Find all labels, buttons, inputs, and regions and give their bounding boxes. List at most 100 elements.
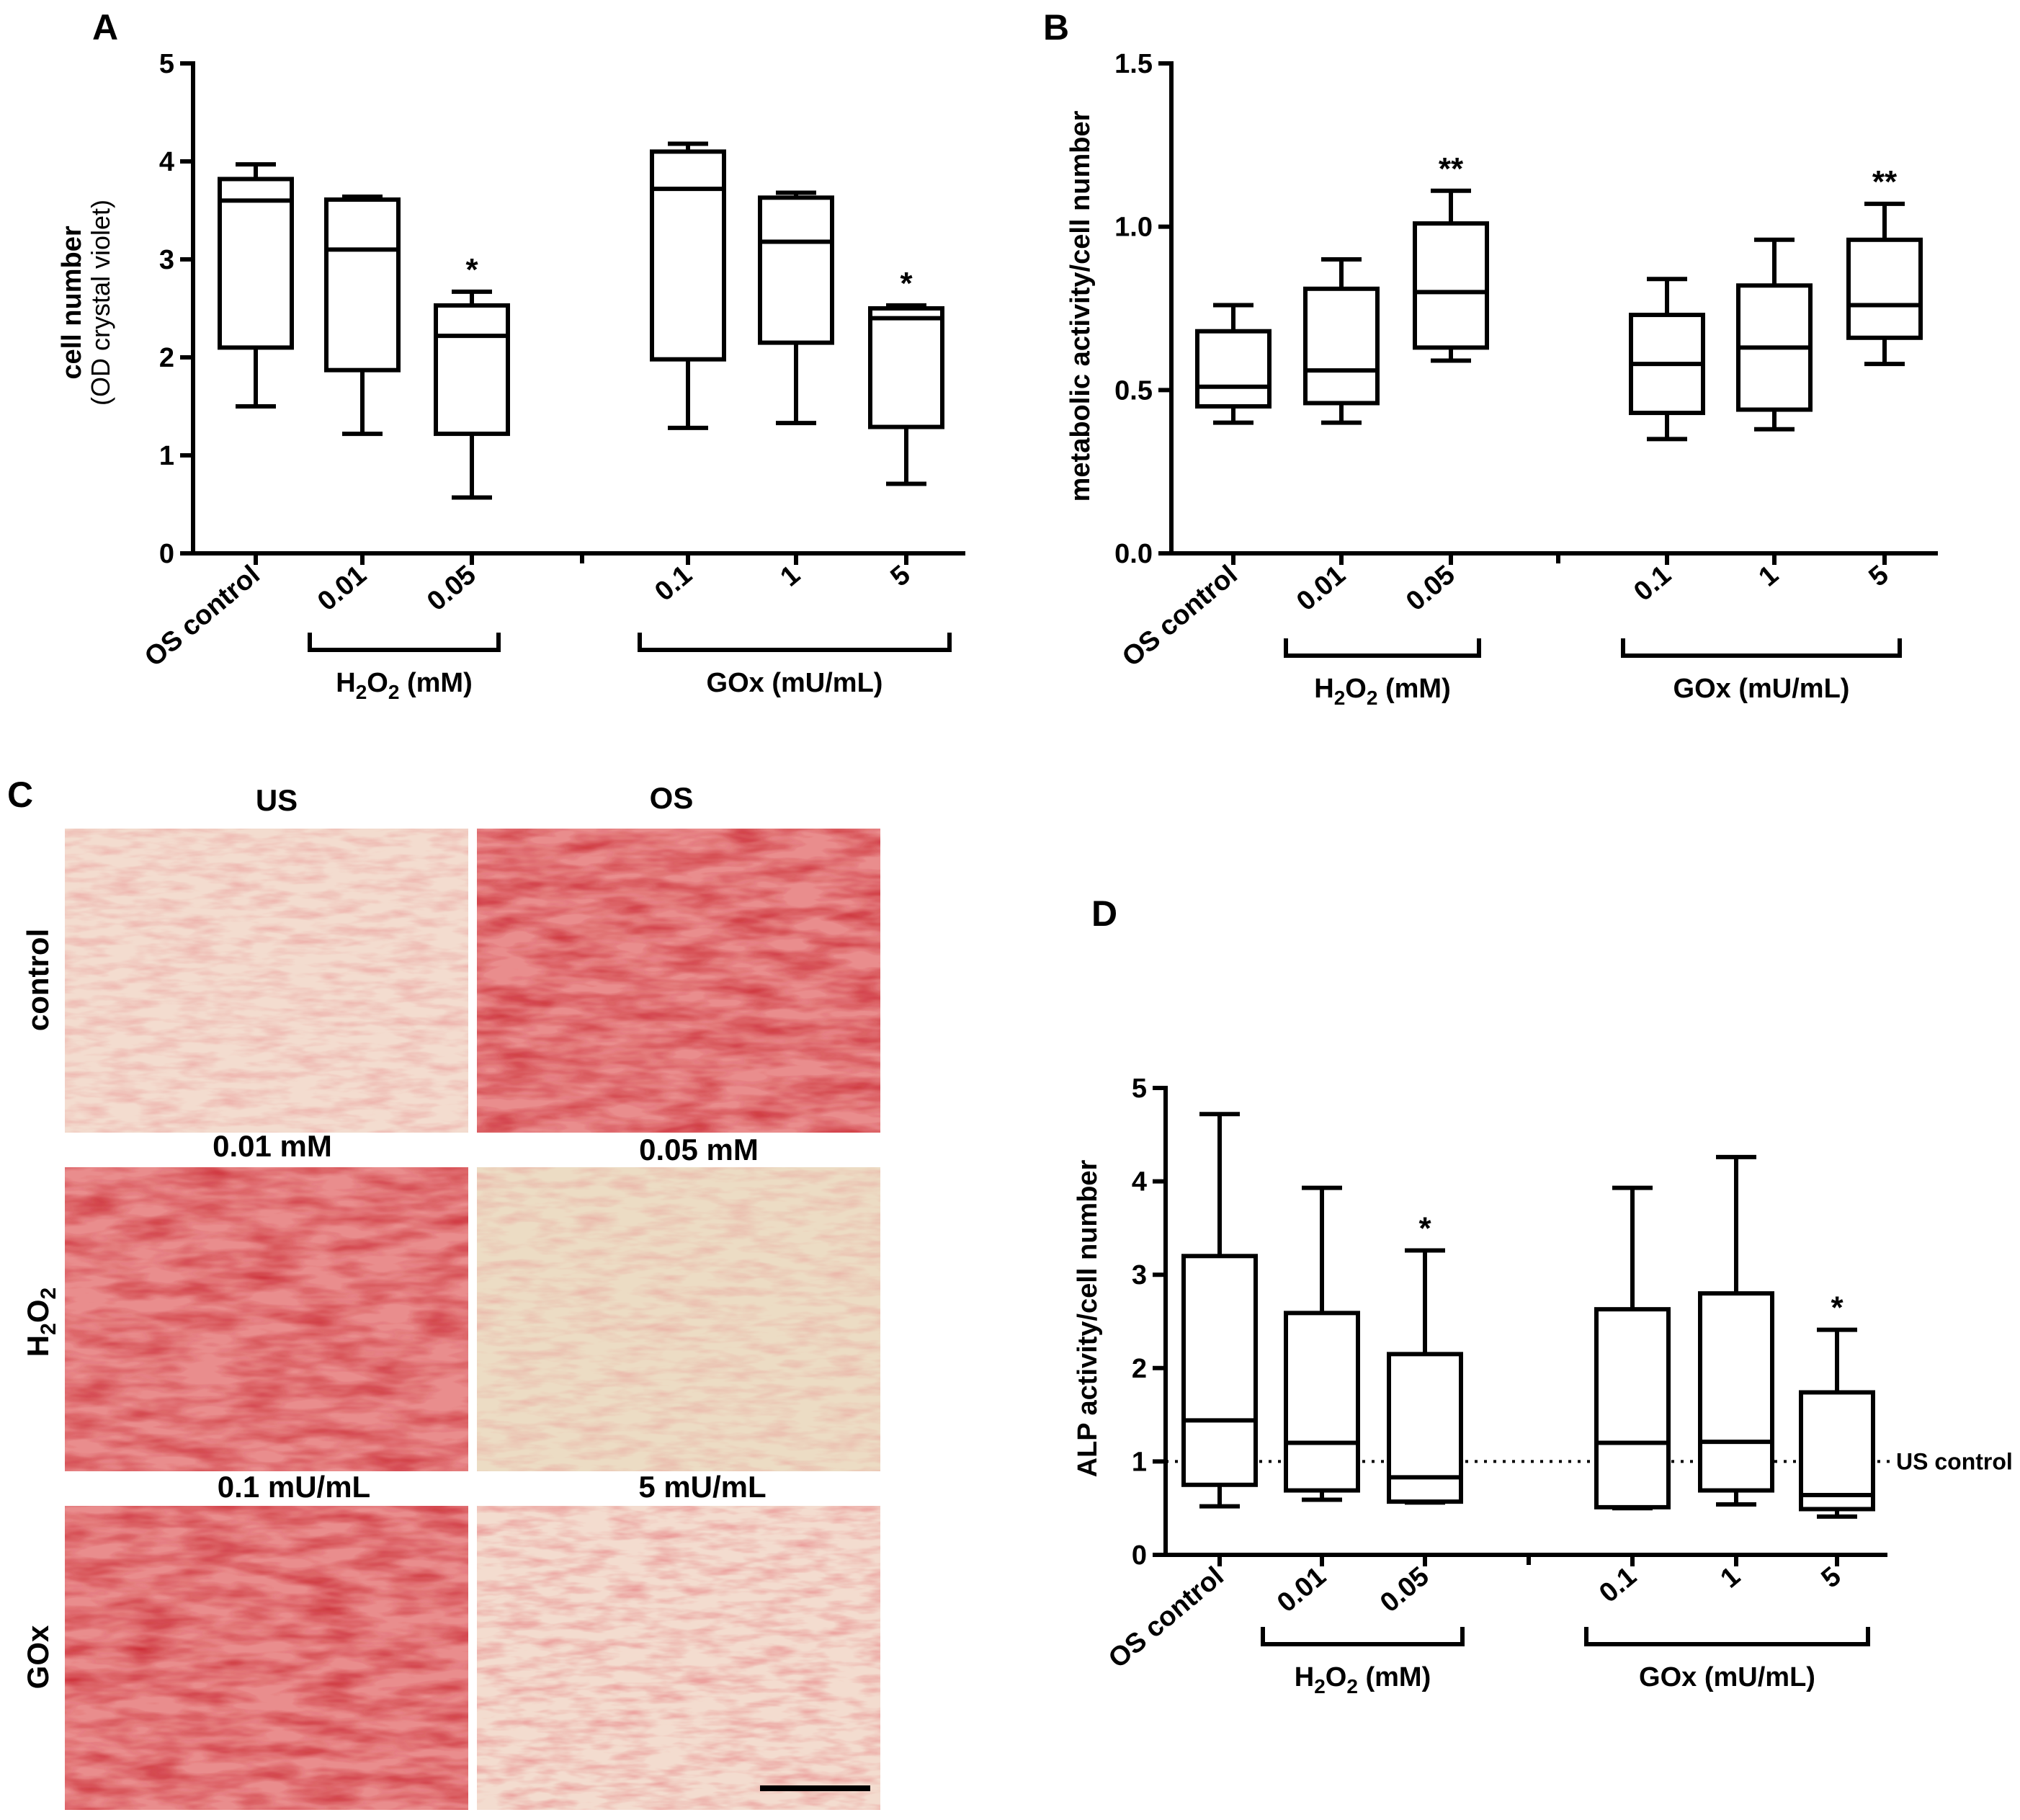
significance-marker: * — [1831, 1290, 1844, 1326]
group-label: H2O2 (mM) — [1295, 1662, 1431, 1698]
box-1 — [1303, 257, 1380, 425]
x-tick-label: OS control — [1117, 560, 1243, 673]
cell-label-h2o2-low: 0.01 mM — [213, 1129, 332, 1163]
box-4 — [1698, 1154, 1774, 1507]
box-2 — [1387, 1248, 1463, 1505]
group-label: GOx (mU/mL) — [1673, 674, 1850, 704]
box-3 — [1629, 277, 1705, 442]
x-tick-label: 0.05 — [421, 560, 482, 617]
row-label-control: control — [21, 929, 55, 1031]
box-2 — [434, 289, 510, 500]
group-label: GOx (mU/mL) — [707, 668, 883, 698]
y-tick-label: 4 — [1132, 1167, 1147, 1197]
box-iqr — [868, 306, 944, 429]
y-tick-label: 1.5 — [1114, 49, 1153, 79]
panel-label-c: C — [7, 775, 33, 815]
micrograph-stain — [65, 829, 468, 1133]
y-axis-label: cell number — [57, 226, 87, 379]
box-iqr — [1799, 1390, 1875, 1512]
cell-label-gox-low: 0.1 mU/mL — [218, 1470, 370, 1504]
micrograph-h2o2-0.01 — [65, 1167, 468, 1471]
x-tick-label: 0.01 — [312, 560, 372, 617]
box-1 — [324, 194, 401, 437]
row-label-gox: GOx — [21, 1625, 55, 1689]
group-bracket — [638, 633, 952, 652]
y-tick-label: 5 — [1132, 1074, 1147, 1104]
significance-marker: * — [465, 252, 478, 287]
y-tick-label: 2 — [1132, 1354, 1147, 1384]
col-label-os: OS — [650, 781, 694, 815]
box-iqr — [1303, 286, 1380, 406]
significance-marker: * — [1418, 1211, 1431, 1246]
box-5 — [1846, 201, 1923, 367]
group-bracket — [1621, 638, 1902, 658]
box-3 — [1594, 1185, 1671, 1511]
box-0 — [1195, 303, 1272, 425]
y-tick-label: 0.0 — [1114, 539, 1153, 569]
x-tick-label: 1 — [1753, 560, 1784, 593]
micrograph-stain — [65, 1167, 468, 1471]
box-4 — [1736, 237, 1813, 432]
box-4 — [758, 190, 834, 426]
box-iqr — [650, 149, 726, 362]
y-axis-sublabel: (OD crystal violet) — [86, 200, 115, 406]
y-axis-label: ALP activity/cell number — [1073, 1159, 1103, 1477]
panel-label-b: B — [1043, 7, 1069, 48]
box-5 — [868, 303, 944, 486]
x-tick-label: 0.1 — [1628, 560, 1676, 607]
cell-label-h2o2-high: 0.05 mM — [639, 1133, 759, 1167]
chart-a: 0 1 2 3 4 5 cell number(OD crystal violet) * * OS… — [57, 49, 965, 703]
micrograph-os-control — [477, 829, 880, 1133]
y-axis-label: metabolic activity/cell number — [1065, 110, 1096, 501]
micrograph-gox-0.1 — [65, 1506, 468, 1810]
box-iqr — [324, 197, 401, 373]
group-label: H2O2 (mM) — [1314, 674, 1450, 709]
cell-label-gox-high: 5 mU/mL — [638, 1470, 766, 1504]
group-bracket — [1584, 1627, 1870, 1646]
micrograph-stain — [477, 1167, 880, 1471]
panel-label-a: A — [92, 7, 118, 48]
chart-b: 0.0 0.5 1.0 1.5 metabolic activity/cell numb… — [1065, 49, 1938, 709]
box-iqr — [1846, 237, 1923, 340]
y-tick-label: 3 — [159, 245, 174, 275]
y-tick-label: 2 — [159, 343, 174, 373]
box-iqr — [218, 177, 294, 350]
y-tick-label: 1.0 — [1114, 213, 1153, 243]
group-label: H2O2 (mM) — [336, 668, 472, 703]
box-0 — [218, 162, 294, 409]
y-tick-label: 1 — [1132, 1447, 1147, 1477]
x-tick-label: 0.01 — [1272, 1561, 1332, 1619]
y-tick-label: 3 — [1132, 1260, 1147, 1290]
box-3 — [650, 141, 726, 430]
x-tick-label: 1 — [775, 560, 806, 593]
x-tick-label: 5 — [1816, 1561, 1847, 1594]
box-iqr — [758, 195, 834, 345]
x-tick-label: 0.1 — [1594, 1561, 1642, 1609]
box-iqr — [1594, 1307, 1671, 1509]
box-iqr — [1195, 329, 1272, 409]
y-tick-label: 0.5 — [1114, 375, 1153, 406]
box-iqr — [1181, 1254, 1258, 1487]
panel-label-d: D — [1091, 893, 1117, 934]
box-iqr — [1698, 1291, 1774, 1493]
col-label-us: US — [256, 783, 298, 817]
y-tick-label: 5 — [159, 49, 174, 79]
group-label: GOx (mU/mL) — [1639, 1662, 1815, 1692]
reference-line-label: US control — [1896, 1448, 2013, 1474]
box-0 — [1181, 1112, 1258, 1509]
micrograph-panel: US OS control H2O2 GOx 0.01 mM 0.05 mM 0… — [21, 781, 880, 1810]
micrograph-stain — [477, 1506, 880, 1810]
box-2 — [1413, 188, 1489, 363]
x-tick-label: 0.01 — [1291, 560, 1351, 617]
box-iqr — [434, 303, 510, 437]
micrograph-h2o2-0.05 — [477, 1167, 880, 1471]
box-iqr — [1413, 221, 1489, 350]
micrograph-us-control — [65, 829, 468, 1133]
x-tick-label: OS control — [1103, 1561, 1230, 1674]
chart-d: 0 1 2 3 4 5 ALP activity/cell number US control… — [1073, 1074, 2013, 1698]
y-tick-label: 0 — [159, 539, 174, 569]
y-tick-label: 1 — [159, 441, 174, 471]
micrograph-stain — [65, 1506, 468, 1810]
x-tick-label: 0.05 — [1375, 1561, 1435, 1619]
